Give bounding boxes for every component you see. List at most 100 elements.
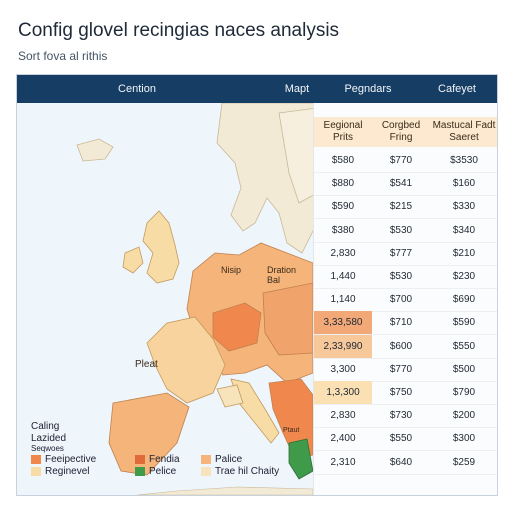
map-label-center: Nisip xyxy=(221,265,242,275)
table-row[interactable]: $380 $530 $340 xyxy=(314,219,497,243)
table-cell-c: $500 xyxy=(452,363,476,375)
legend-title-2: Lazided xyxy=(31,433,67,444)
legend-item-palice[interactable]: Palice xyxy=(201,454,242,465)
table-cell-a: 2,830 xyxy=(330,247,356,259)
table-cell-b: $770 xyxy=(389,155,413,166)
header-mapt[interactable]: Mapt xyxy=(284,83,310,95)
table-cell-a: $590 xyxy=(331,201,355,213)
legend-title-1: Caling xyxy=(31,421,60,432)
legend-label: Pelice xyxy=(149,466,177,477)
region-france xyxy=(146,316,226,404)
region-ireland xyxy=(122,246,144,274)
legend-swatch xyxy=(201,455,211,464)
table-cell-c: $330 xyxy=(452,201,476,213)
subheader-corgbed[interactable]: Corgbed Fring xyxy=(372,117,430,147)
legend-item-trae-hil-chaity[interactable]: Trae hil Chaity xyxy=(201,466,279,477)
table-row[interactable]: 2,830 $777 $210 xyxy=(314,242,497,266)
table-cell-c: $230 xyxy=(452,271,476,282)
table-cell-c: $690 xyxy=(452,294,476,306)
region-germany xyxy=(212,302,262,352)
header-pegndars[interactable]: Pegndars xyxy=(344,83,392,95)
table-cell-a: 1,440 xyxy=(330,271,356,282)
region-north-africa xyxy=(136,486,313,495)
legend-label: Palice xyxy=(215,454,243,465)
map-label-south: Ptaut xyxy=(283,427,300,434)
table-row[interactable]: 3,33,580 $710 $590 xyxy=(314,311,497,336)
table-cell-b: $710 xyxy=(389,317,413,329)
table-row[interactable]: 3,300 $770 $500 xyxy=(314,358,497,382)
legend-item-pelice[interactable]: Pelice xyxy=(135,466,176,477)
region-eastern xyxy=(262,282,313,356)
table-cell-b: $530 xyxy=(389,224,413,236)
table-cell-b: $530 xyxy=(389,271,413,282)
region-alps xyxy=(216,384,244,408)
table-row[interactable]: $580 $770 $3530 xyxy=(314,149,497,173)
page-subtitle: Sort fova al rithis xyxy=(18,49,108,63)
legend-title-3: Seqwoes xyxy=(31,444,64,453)
table-cell-a: 3,33,580 xyxy=(314,311,372,335)
legend-label: Fendia xyxy=(149,454,180,465)
table-cell-b: $730 xyxy=(389,410,413,422)
table-cell-a: $380 xyxy=(331,224,355,236)
table-cell-b: $215 xyxy=(389,201,413,213)
table-cell-c: $590 xyxy=(452,317,476,329)
subheader-eegional[interactable]: Eegional Prits xyxy=(314,117,372,147)
region-italy xyxy=(230,378,280,444)
legend-item-reginevel[interactable]: Reginevel xyxy=(31,466,89,477)
region-britain xyxy=(142,210,180,284)
legend-label: Feeipective xyxy=(45,454,97,465)
table-cell-c: $259 xyxy=(452,456,476,468)
legend-item-fendia[interactable]: Fendia xyxy=(135,454,180,465)
europe-map[interactable] xyxy=(17,103,313,495)
legend-label: Reginevel xyxy=(45,466,90,477)
table-row[interactable]: 2,830 $730 $200 xyxy=(314,404,497,429)
table-row[interactable]: 1,440 $530 $230 xyxy=(314,265,497,289)
table-row[interactable]: $590 $215 $330 xyxy=(314,195,497,220)
table-cell-c: $210 xyxy=(452,247,476,259)
table-cell-b: $541 xyxy=(389,178,413,190)
table-row[interactable]: 2,400 $550 $300 xyxy=(314,427,497,452)
table-cell-a: 2,310 xyxy=(330,456,356,468)
table-cell-b: $770 xyxy=(389,363,413,375)
table-row[interactable]: 2,33,990 $600 $550 xyxy=(314,334,497,359)
region-iceland xyxy=(76,138,114,162)
legend-swatch xyxy=(201,467,211,476)
table-cell-b: $600 xyxy=(389,340,413,352)
table-cell-a: 1,3,300 xyxy=(314,381,372,404)
table-cell-c: $550 xyxy=(452,340,476,352)
analysis-panel: Cention Mapt Pegndars Cafeyet Nisip Drat… xyxy=(16,74,498,496)
table-cell-a: 2,400 xyxy=(330,433,356,445)
legend-swatch xyxy=(135,467,145,476)
data-table: Eegional Prits Corgbed Fring Mastucal Fa… xyxy=(313,103,497,495)
legend-swatch xyxy=(135,455,145,464)
table-header-bar: Cention Mapt Pegndars Cafeyet xyxy=(17,75,497,103)
table-cell-b: $750 xyxy=(389,387,413,398)
map-label-east: Dration Bal xyxy=(267,265,297,285)
table-row[interactable]: 2,310 $640 $259 xyxy=(314,451,497,475)
table-cell-a: 1,140 xyxy=(330,294,356,306)
subheader-mastucal[interactable]: Mastucal Fadt Saeret xyxy=(430,117,497,147)
table-cell-c: $340 xyxy=(452,224,476,236)
table-cell-b: $700 xyxy=(389,294,413,306)
table-row[interactable]: 1,140 $700 $690 xyxy=(314,288,497,313)
table-cell-c: $3530 xyxy=(450,155,478,166)
table-cell-a: $880 xyxy=(331,178,355,190)
table-cell-c: $300 xyxy=(452,433,476,445)
table-cell-b: $777 xyxy=(389,247,413,259)
table-cell-b: $550 xyxy=(389,433,413,445)
map-label-west: Pleat xyxy=(135,359,158,370)
table-cell-a: $580 xyxy=(331,155,355,166)
legend-swatch xyxy=(31,455,41,464)
legend-swatch xyxy=(31,467,41,476)
table-row[interactable]: 1,3,300 $750 $790 xyxy=(314,381,497,405)
header-cafeyet[interactable]: Cafeyet xyxy=(438,83,476,95)
table-cell-c: $790 xyxy=(452,387,476,398)
table-row[interactable]: $880 $541 $160 xyxy=(314,172,497,197)
table-cell-b: $640 xyxy=(389,456,413,468)
region-iberia xyxy=(108,392,190,476)
legend-item-feeipective[interactable]: Feeipective xyxy=(31,454,96,465)
header-cention[interactable]: Cention xyxy=(118,83,156,95)
table-cell-c: $200 xyxy=(452,410,476,422)
page-title: Config glovel recingias naces analysis xyxy=(18,20,340,41)
table-cell-c: $160 xyxy=(452,178,476,190)
